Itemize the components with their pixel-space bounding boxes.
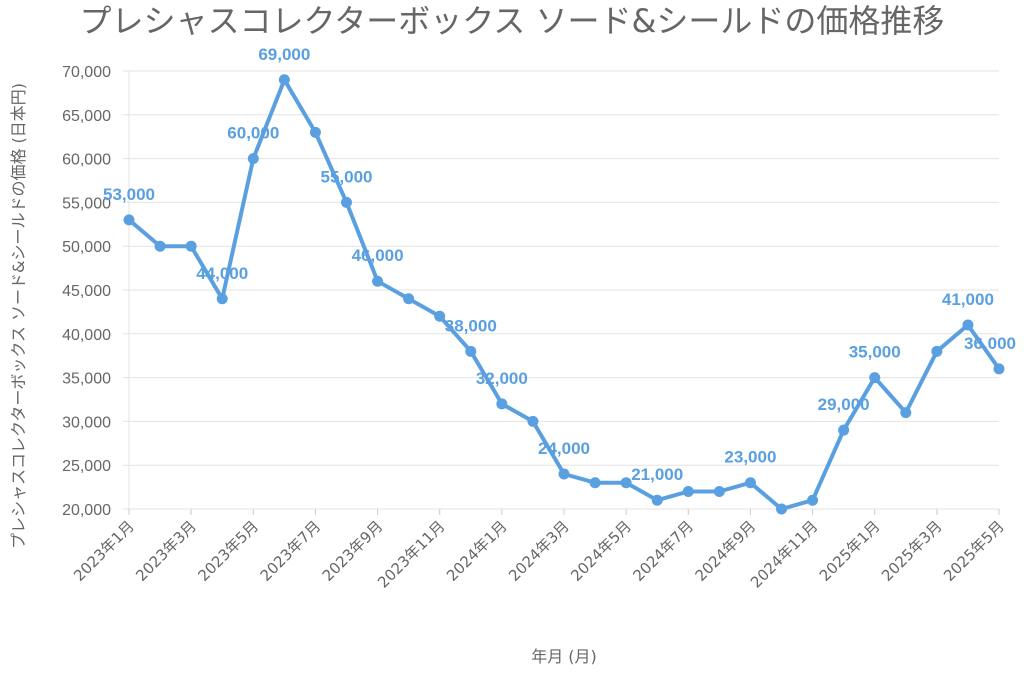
data-point [185, 240, 197, 252]
data-point [372, 275, 384, 287]
data-point [807, 494, 819, 506]
data-point [682, 485, 694, 497]
data-point [651, 494, 663, 506]
x-tick-label: 2024年1月 [443, 517, 511, 585]
x-axis-ticks: 2023年1月2023年3月2023年5月2023年7月2023年9月2023年… [70, 509, 1008, 592]
data-labels: 53,000 44,000 60,000 69,000 55,000 46,000 38,0… [103, 45, 1016, 484]
x-tick-label: 2023年5月 [194, 517, 262, 585]
data-label: 53,000 [103, 185, 155, 204]
y-tick-label: 45,000 [62, 283, 111, 300]
data-label: 21,000 [631, 465, 683, 484]
x-tick-label: 2024年5月 [567, 517, 635, 585]
data-point [309, 126, 321, 138]
grid-layer [123, 70, 999, 515]
y-axis-ticks: 20,000 25,000 30,000 35,000 40,000 45,000 50,0… [62, 64, 111, 519]
data-point [931, 345, 943, 357]
data-point [993, 363, 1005, 375]
y-tick-label: 25,000 [62, 458, 111, 475]
data-label: 44,000 [196, 264, 248, 283]
data-label: 35,000 [849, 343, 901, 362]
data-point [496, 398, 508, 410]
y-tick-label: 20,000 [62, 502, 111, 519]
x-axis-label: 年月 (月) [531, 647, 597, 666]
data-point [527, 415, 539, 427]
data-point [838, 424, 850, 436]
data-point [247, 153, 259, 165]
data-point [216, 293, 228, 305]
data-point [403, 293, 415, 305]
y-tick-label: 50,000 [62, 239, 111, 256]
data-point [341, 196, 352, 208]
data-point [900, 407, 912, 419]
data-point [465, 345, 477, 357]
x-tick-label: 2023年3月 [132, 517, 200, 585]
x-tick-label: 2023年11月 [374, 517, 448, 591]
y-tick-label: 55,000 [62, 195, 111, 212]
data-point [620, 477, 632, 489]
y-tick-label: 70,000 [62, 64, 111, 81]
data-point [869, 372, 881, 384]
series-layer [123, 74, 1005, 515]
x-tick-label: 2023年7月 [257, 517, 325, 585]
y-tick-label: 30,000 [62, 414, 111, 431]
y-tick-label: 35,000 [62, 371, 111, 388]
x-tick-label: 2023年9月 [319, 517, 387, 585]
y-tick-label: 65,000 [62, 108, 111, 125]
data-point [278, 74, 290, 86]
data-point [123, 214, 135, 226]
data-label: 36,000 [964, 334, 1016, 353]
data-label: 23,000 [724, 448, 776, 467]
y-axis-label: プレシャスコレクターボックス ソード&シールドの価格 (日本円) [9, 83, 28, 549]
data-label: 60,000 [227, 124, 279, 143]
data-label: 41,000 [942, 290, 994, 309]
x-tick-label: 2025年1月 [816, 517, 884, 585]
data-point [962, 319, 974, 331]
data-label: 32,000 [476, 369, 528, 388]
data-label: 24,000 [538, 439, 590, 458]
data-label: 46,000 [352, 246, 404, 265]
y-tick-label: 60,000 [62, 152, 111, 169]
y-tick-label: 40,000 [62, 327, 111, 344]
x-tick-label: 2025年5月 [940, 517, 1008, 585]
data-label: 38,000 [445, 316, 497, 335]
x-tick-label: 2024年11月 [747, 517, 821, 591]
data-point [434, 310, 446, 322]
data-point [713, 485, 725, 497]
data-label: 69,000 [258, 45, 310, 64]
x-tick-label: 2024年7月 [629, 517, 697, 585]
data-label: 55,000 [321, 167, 373, 186]
data-point [589, 477, 601, 489]
data-point [558, 468, 570, 480]
x-tick-label: 2024年9月 [692, 517, 760, 585]
x-tick-label: 2023年1月 [70, 517, 138, 585]
data-point [776, 503, 787, 515]
data-point [744, 477, 756, 489]
x-tick-label: 2025年3月 [878, 517, 946, 585]
data-label: 29,000 [818, 395, 870, 414]
chart-title: プレシャスコレクターボックス ソード&シールドの価格推移 [80, 2, 945, 40]
data-point [154, 240, 166, 252]
x-tick-label: 2024年3月 [505, 517, 573, 585]
